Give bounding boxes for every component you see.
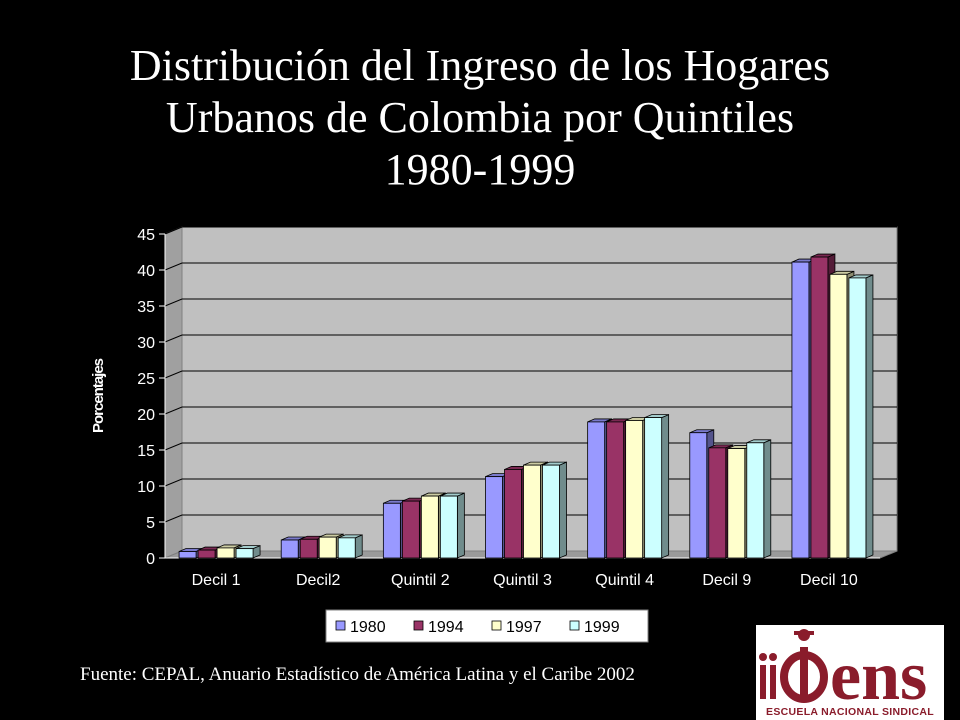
y-tick-label: 25: [137, 371, 155, 388]
bar: [848, 277, 867, 559]
bar: [401, 500, 420, 559]
gridline: [164, 262, 897, 271]
bar: [337, 537, 356, 559]
plot-side-wall: [164, 226, 183, 559]
bar: [439, 495, 458, 559]
bar: [318, 536, 337, 559]
bar: [810, 256, 829, 559]
y-axis-title: Porcentajes: [90, 358, 107, 433]
bar: [644, 417, 663, 559]
bar-side: [456, 492, 465, 559]
y-tick-label: 35: [137, 299, 155, 316]
bar-chart: 0 5 10 15 20 25 30 35 40 45 Decil 1 Decil2 Quintil 2…: [90, 226, 898, 643]
y-tick-label: 30: [137, 335, 155, 352]
bar: [689, 432, 708, 559]
gridline: [164, 406, 897, 415]
gridline: [164, 370, 897, 379]
ens-logo: ens ESCUELA NACIONAL SINDICAL: [756, 625, 944, 720]
bar: [216, 547, 235, 559]
bar: [587, 421, 606, 559]
bar-side: [661, 413, 670, 559]
bar: [625, 420, 644, 559]
bar: [727, 448, 746, 559]
legend-swatch: [335, 620, 346, 631]
legend-label: 1980: [350, 619, 386, 636]
bar-side: [354, 534, 363, 559]
y-tick-label: 0: [146, 551, 155, 568]
x-tick-label: Decil 9: [702, 572, 751, 589]
bar: [708, 447, 727, 559]
source-note: Fuente: CEPAL, Anuario Estadístico de Am…: [80, 664, 635, 685]
ens-logo-text: ESCUELA NACIONAL SINDICAL: [766, 706, 934, 718]
bar-side: [865, 274, 874, 559]
legend-label: 1997: [506, 619, 542, 636]
ens-logo-mark: ens: [759, 629, 927, 715]
bar: [420, 495, 439, 559]
y-tick-label: 10: [137, 479, 155, 496]
bar: [235, 548, 254, 559]
gridline: [164, 226, 897, 235]
x-tick-label: Decil 10: [800, 572, 858, 589]
y-tick-label: 15: [137, 443, 155, 460]
bar: [485, 476, 503, 559]
ens-logo-wordmark: ens: [830, 638, 927, 705]
legend-swatch: [569, 620, 580, 631]
bar: [280, 539, 299, 559]
x-tick-label: Quintil 4: [595, 572, 654, 589]
bar: [746, 442, 765, 559]
bar-side: [559, 461, 567, 559]
legend-swatch: [413, 620, 424, 631]
legend-label: 1999: [584, 619, 620, 636]
x-tick-label: Decil2: [296, 572, 341, 589]
bar: [791, 261, 810, 559]
y-tick-label: 45: [137, 227, 155, 244]
y-tick-label: 40: [137, 263, 155, 280]
y-tick-label: 5: [146, 515, 155, 532]
gridline: [164, 298, 897, 307]
x-tick-label: Quintil 3: [493, 572, 552, 589]
bar: [197, 549, 216, 559]
bar: [299, 538, 318, 559]
legend-box: [325, 609, 649, 643]
page-title: Distribución del Ingreso de los Hogares …: [0, 40, 960, 196]
bar-side: [763, 439, 772, 559]
bar: [382, 502, 401, 559]
bar: [606, 421, 625, 559]
bar: [542, 464, 560, 559]
legend-label: 1994: [428, 619, 464, 636]
gridline: [164, 334, 897, 343]
y-tick-label: 20: [137, 407, 155, 424]
legend-swatch: [491, 620, 502, 631]
title-line-2: Urbanos de Colombia por Quintiles: [165, 93, 795, 142]
bar: [178, 551, 197, 559]
title-line-3: 1980-1999: [384, 145, 576, 194]
bar: [829, 273, 848, 559]
x-tick-label: Quintil 2: [391, 572, 450, 589]
title-line-1: Distribución del Ingreso de los Hogares: [129, 41, 831, 90]
bar: [523, 464, 541, 559]
x-tick-label: Decil 1: [192, 572, 241, 589]
bar: [504, 469, 522, 559]
